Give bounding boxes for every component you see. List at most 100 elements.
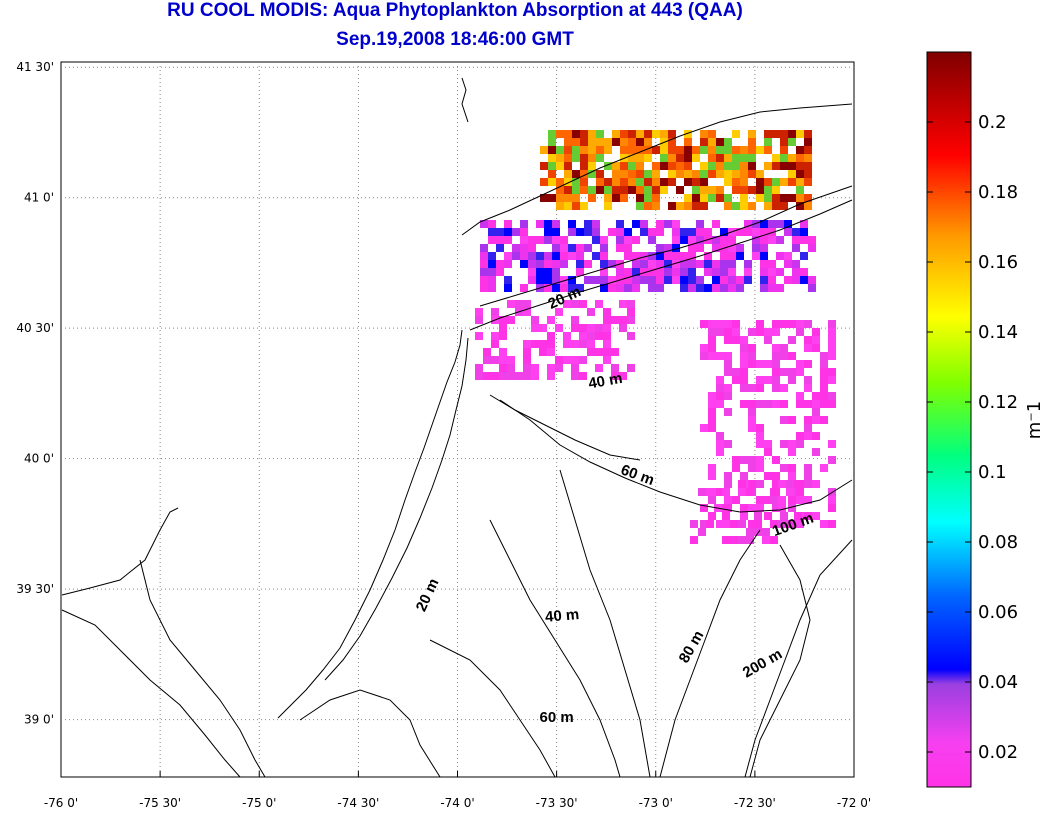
colorbar-tick-label: 0.02: [978, 742, 1018, 763]
data-pixel: [579, 332, 587, 340]
data-pixel: [740, 202, 748, 210]
data-pixel: [536, 268, 544, 276]
data-pixel: [520, 252, 528, 260]
colorbar-unit-label: m⁻1: [1024, 401, 1045, 440]
data-pixel: [732, 328, 740, 336]
data-pixel: [576, 252, 584, 260]
data-pixel: [668, 162, 676, 170]
data-pixel: [619, 324, 627, 332]
data-pixel: [611, 316, 619, 324]
data-pixel: [604, 186, 612, 194]
data-pixel: [732, 464, 740, 472]
data-pixel: [595, 324, 603, 332]
data-pixel: [684, 146, 692, 154]
data-pixel: [696, 220, 704, 228]
data-pixel: [507, 372, 515, 380]
data-pixel: [792, 236, 800, 244]
data-pixel: [684, 138, 692, 146]
data-pixel: [544, 236, 552, 244]
data-pixel: [804, 194, 812, 202]
data-pixel: [796, 496, 804, 504]
data-pixel: [560, 260, 568, 268]
data-pixel: [572, 154, 580, 162]
data-pixel: [700, 194, 708, 202]
data-pixel: [668, 178, 676, 186]
data-pixel: [820, 400, 828, 408]
data-pixel: [611, 372, 619, 380]
data-pixel: [740, 400, 748, 408]
contour-label: 40 m: [587, 370, 624, 393]
data-pixel: [684, 202, 692, 210]
data-pixel: [720, 268, 728, 276]
data-pixel: [680, 252, 688, 260]
data-pixel: [764, 336, 772, 344]
data-pixel: [808, 284, 816, 292]
data-pixel: [740, 154, 748, 162]
data-pixel: [708, 154, 716, 162]
data-pixel: [632, 284, 640, 292]
data-pixel: [780, 384, 788, 392]
data-pixel: [612, 162, 620, 170]
data-pixel: [608, 284, 616, 292]
data-pixel: [644, 186, 652, 194]
data-pixel: [772, 376, 780, 384]
data-pixel: [496, 228, 504, 236]
data-pixel: [768, 228, 776, 236]
data-pixel: [724, 384, 732, 392]
data-pixel: [748, 328, 756, 336]
data-pixel: [796, 432, 804, 440]
data-pixel: [780, 320, 788, 328]
data-pixel: [776, 284, 784, 292]
data-pixel: [820, 416, 828, 424]
data-pixel: [768, 276, 776, 284]
data-pixel: [828, 440, 836, 448]
data-pixel: [475, 372, 483, 380]
data-pixel: [564, 154, 572, 162]
data-pixel: [776, 268, 784, 276]
data-pixel: [660, 146, 668, 154]
data-pixel: [796, 328, 804, 336]
data-pixel: [491, 340, 499, 348]
data-pixel: [556, 162, 564, 170]
data-pixel: [724, 154, 732, 162]
data-pixel: [804, 138, 812, 146]
longitude-tick-labels: -76 0' -75 30' -75 0' -74 30' -74 0' -73 30' -…: [44, 796, 871, 810]
data-pixel: [760, 236, 768, 244]
data-pixel: [708, 496, 716, 504]
data-pixel: [748, 138, 756, 146]
data-pixel: [756, 480, 764, 488]
data-pixel: [772, 384, 780, 392]
data-pixel: [804, 400, 812, 408]
data-pixel: [507, 300, 515, 308]
data-pixel: [592, 276, 600, 284]
data-pixel: [812, 344, 820, 352]
lat-tick-label: 39 0': [24, 713, 54, 727]
data-pixel: [754, 528, 762, 536]
colorbar-tick-label: 0.08: [978, 532, 1018, 553]
data-pixel: [475, 316, 483, 324]
data-pixel: [499, 364, 507, 372]
data-pixel: [760, 244, 768, 252]
data-pixel: [808, 236, 816, 244]
data-pixel: [792, 276, 800, 284]
data-pixel: [688, 260, 696, 268]
data-pixel: [748, 384, 756, 392]
data-pixel: [571, 324, 579, 332]
data-pixel: [544, 252, 552, 260]
data-pixel: [660, 186, 668, 194]
data-pixel: [531, 364, 539, 372]
data-pixel: [792, 260, 800, 268]
data-pixel: [772, 360, 780, 368]
data-pixel: [708, 352, 716, 360]
data-pixel: [780, 352, 788, 360]
data-pixel: [724, 178, 732, 186]
data-pixel: [592, 228, 600, 236]
data-pixel: [520, 260, 528, 268]
data-pixel: [800, 276, 808, 284]
data-pixel: [664, 260, 672, 268]
colorbar-tick-label: 0.2: [978, 112, 1007, 133]
data-pixel: [704, 252, 712, 260]
data-pixel: [499, 316, 507, 324]
data-pixel: [600, 260, 608, 268]
data-pixel: [512, 252, 520, 260]
